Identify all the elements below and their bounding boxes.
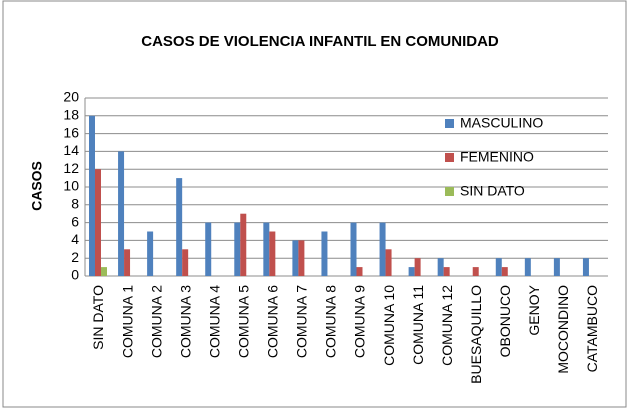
y-tick-label: 2 — [71, 249, 79, 265]
x-tick-label: COMUNA 3 — [177, 285, 193, 358]
bar — [263, 222, 270, 276]
y-axis-label: CASOS — [29, 161, 45, 211]
y-tick-label: 8 — [71, 196, 79, 212]
bar — [176, 178, 183, 276]
bar — [234, 222, 241, 276]
bar — [269, 231, 276, 276]
y-tick-label: 4 — [71, 231, 79, 247]
x-tick-label: COMUNA 1 — [119, 285, 135, 358]
bar — [321, 231, 328, 276]
bar — [356, 267, 363, 276]
legend-swatch — [445, 119, 454, 128]
bar — [437, 258, 444, 276]
bar — [147, 231, 154, 276]
bar — [118, 151, 125, 276]
bar — [205, 222, 212, 276]
x-tick-label: COMUNA 11 — [410, 285, 426, 365]
x-tick-label: GENOY — [526, 284, 542, 335]
y-tick-label: 16 — [63, 124, 79, 140]
bar — [472, 267, 479, 276]
bar — [95, 169, 101, 276]
bar — [408, 267, 415, 276]
bar — [385, 249, 392, 276]
y-tick-label: 14 — [63, 142, 79, 158]
bar — [292, 240, 299, 276]
bar — [443, 267, 450, 276]
bar — [553, 258, 560, 276]
x-tick-label: COMUNA 7 — [294, 285, 310, 358]
bar — [524, 258, 531, 276]
bar — [379, 222, 386, 276]
x-tick-label: COMUNA 12 — [439, 285, 455, 366]
y-tick-label: 6 — [71, 213, 79, 229]
bar — [298, 240, 305, 276]
y-tick-label: 12 — [63, 160, 79, 176]
bar — [182, 249, 189, 276]
x-tick-label: COMUNA 10 — [381, 285, 397, 366]
bar — [124, 249, 131, 276]
x-tick-label: BUESAQUILLO — [468, 285, 484, 384]
y-tick-label: 20 — [63, 89, 79, 105]
y-tick-label: 0 — [71, 267, 79, 283]
x-tick-label: MOCONDINO — [555, 285, 571, 374]
x-tick-label: OBONUCO — [497, 285, 513, 357]
x-tick-label: COMUNA 5 — [236, 285, 252, 358]
legend-swatch — [445, 153, 454, 162]
y-tick-label: 10 — [63, 178, 79, 194]
x-tick-label: COMUNA 6 — [265, 285, 281, 358]
x-tick-label: COMUNA 4 — [206, 285, 222, 358]
bar — [101, 267, 107, 276]
x-tick-label: CATAMBUCO — [584, 285, 600, 372]
legend-label: SIN DATO — [460, 183, 525, 199]
x-tick-label: SIN DATO — [90, 285, 106, 350]
x-tick-label: COMUNA 8 — [323, 285, 339, 358]
bar — [350, 222, 357, 276]
bar — [89, 115, 95, 276]
bar — [414, 258, 421, 276]
legend-swatch — [445, 187, 454, 196]
bar — [501, 267, 508, 276]
chart-title: CASOS DE VIOLENCIA INFANTIL EN COMUNIDAD — [141, 33, 499, 50]
x-tick-label: COMUNA 9 — [352, 285, 368, 358]
bar — [240, 213, 247, 276]
bar — [495, 258, 502, 276]
bar — [582, 258, 589, 276]
legend-label: MASCULINO — [460, 115, 543, 131]
x-tick-label: COMUNA 2 — [148, 285, 164, 358]
legend-label: FEMENINO — [460, 149, 534, 165]
y-tick-label: 18 — [63, 107, 79, 123]
